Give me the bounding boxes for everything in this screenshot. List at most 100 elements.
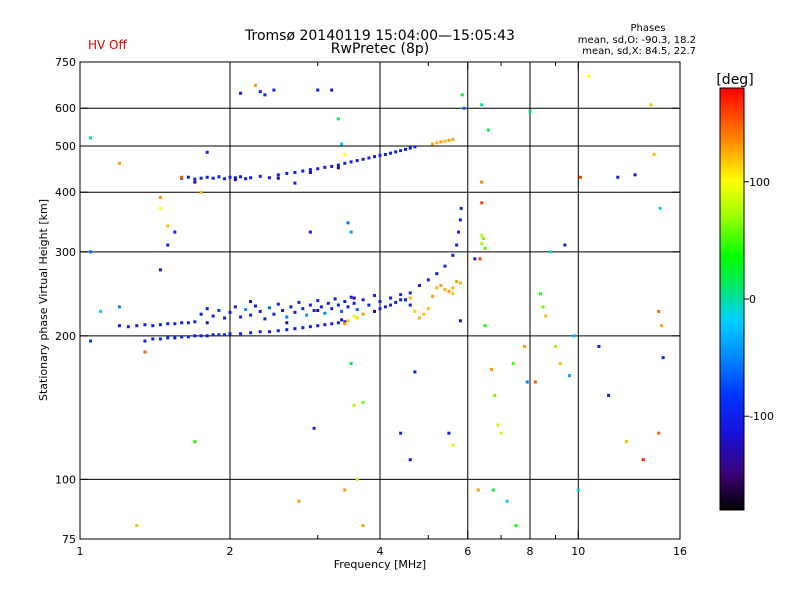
data-point xyxy=(239,332,243,336)
data-point xyxy=(330,88,334,92)
data-point xyxy=(180,321,184,325)
data-point xyxy=(349,361,353,365)
data-point xyxy=(312,426,316,430)
data-point xyxy=(293,310,297,314)
data-point xyxy=(539,292,543,296)
y-tick-label: 600 xyxy=(55,102,76,115)
data-point xyxy=(276,173,280,177)
data-point xyxy=(343,320,347,324)
data-point xyxy=(99,309,103,313)
data-point xyxy=(661,356,665,360)
data-point xyxy=(525,380,529,384)
data-point xyxy=(323,311,327,315)
data-point xyxy=(480,103,484,107)
data-point xyxy=(135,324,139,328)
data-point xyxy=(413,145,417,149)
data-point xyxy=(173,230,177,234)
data-point xyxy=(422,312,426,316)
data-point xyxy=(399,431,403,435)
x-tick-label: 1 xyxy=(77,545,84,558)
data-point xyxy=(451,292,455,296)
data-point xyxy=(316,167,320,171)
data-point xyxy=(285,328,289,332)
data-point xyxy=(447,289,451,293)
data-point xyxy=(126,325,130,329)
y-tick-label: 75 xyxy=(62,533,76,546)
data-point xyxy=(143,350,147,354)
data-point xyxy=(553,344,557,348)
data-point xyxy=(435,141,439,145)
data-point xyxy=(641,458,645,462)
data-point xyxy=(244,177,248,181)
data-point xyxy=(228,310,232,314)
data-point xyxy=(239,315,243,319)
data-point xyxy=(572,334,576,338)
data-point xyxy=(323,165,327,169)
data-point xyxy=(361,400,365,404)
data-point xyxy=(389,296,393,300)
data-point xyxy=(343,322,347,326)
data-point xyxy=(478,257,482,261)
data-point xyxy=(355,477,359,481)
colorbar-tick-label: 0 xyxy=(749,293,756,306)
data-point xyxy=(276,329,280,333)
y-tick-label: 100 xyxy=(55,473,76,486)
x-tick-label: 8 xyxy=(527,545,534,558)
data-point xyxy=(316,324,320,328)
data-point xyxy=(305,313,309,317)
y-axis-ticks: 75 100 200 300 400 500 600 750 xyxy=(55,56,680,546)
data-point xyxy=(399,293,403,297)
data-point xyxy=(383,152,387,156)
data-point xyxy=(576,488,580,492)
data-point xyxy=(166,224,170,228)
data-point xyxy=(258,90,262,94)
data-point xyxy=(431,294,435,298)
data-point xyxy=(403,298,407,302)
data-point xyxy=(417,283,421,287)
data-point xyxy=(511,361,515,365)
data-point xyxy=(443,288,447,292)
data-point xyxy=(289,305,293,309)
data-point xyxy=(249,313,253,317)
data-point xyxy=(180,175,184,179)
data-point xyxy=(361,298,365,302)
data-point xyxy=(340,142,344,146)
data-point xyxy=(308,170,312,174)
data-point xyxy=(447,431,451,435)
data-point xyxy=(408,146,412,150)
data-point xyxy=(447,138,451,142)
plot-frame xyxy=(79,61,681,540)
y-tick-label: 400 xyxy=(55,186,76,199)
data-point xyxy=(408,303,412,307)
x-axis-ticks: 1 2 4 6 8 10 16 xyxy=(77,62,687,558)
data-point xyxy=(193,440,197,444)
data-point xyxy=(455,243,459,247)
x-tick-label: 16 xyxy=(673,545,687,558)
data-point xyxy=(336,117,340,121)
data-point xyxy=(378,300,382,304)
data-point xyxy=(233,305,237,309)
data-point xyxy=(199,176,203,180)
data-point xyxy=(249,300,253,304)
data-point xyxy=(186,321,190,325)
data-point xyxy=(343,152,347,156)
data-point xyxy=(323,323,327,327)
data-point xyxy=(166,243,170,247)
data-point xyxy=(439,140,443,144)
data-point xyxy=(523,344,527,348)
data-point xyxy=(333,297,337,301)
data-point xyxy=(211,314,215,318)
data-point xyxy=(205,334,209,338)
data-point xyxy=(253,304,257,308)
data-point xyxy=(343,488,347,492)
data-point xyxy=(528,110,532,114)
data-point xyxy=(205,175,209,179)
data-point xyxy=(587,74,591,78)
data-point xyxy=(458,281,462,285)
data-point xyxy=(301,169,305,173)
data-point xyxy=(481,236,485,240)
data-point xyxy=(355,308,359,312)
data-point xyxy=(89,339,93,343)
data-point xyxy=(373,155,377,159)
colorbar-tick-label: 100 xyxy=(749,176,770,189)
